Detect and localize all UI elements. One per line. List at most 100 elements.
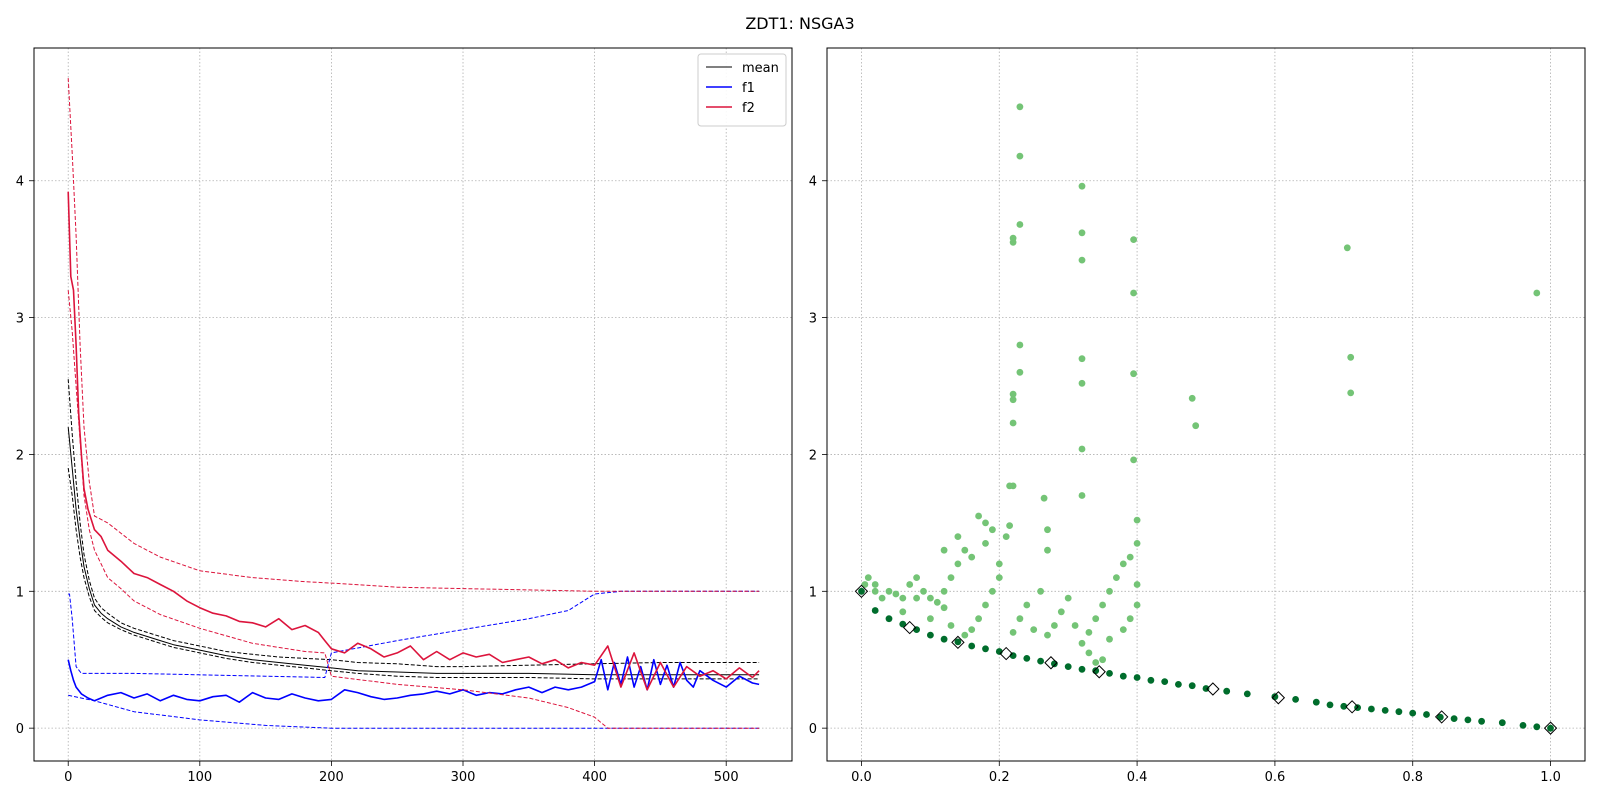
front-point bbox=[954, 638, 962, 646]
population-point bbox=[1106, 635, 1113, 643]
selected-point-marker bbox=[1434, 710, 1449, 724]
front-point bbox=[1078, 665, 1086, 673]
front-point bbox=[1271, 693, 1279, 701]
population-point bbox=[1078, 256, 1086, 264]
population-point bbox=[1113, 574, 1120, 581]
population-point bbox=[1343, 244, 1351, 252]
population-point bbox=[982, 601, 989, 609]
population-point bbox=[927, 594, 934, 602]
population-point bbox=[1188, 394, 1196, 402]
right-y-tick-label: 3 bbox=[809, 312, 817, 327]
front-point bbox=[1037, 657, 1044, 665]
right-x-tick-label: 0.0 bbox=[851, 770, 872, 785]
left-plot-area bbox=[67, 78, 760, 729]
population-point bbox=[1009, 234, 1017, 242]
population-point bbox=[940, 604, 948, 612]
series-line-mean-lower bbox=[67, 468, 760, 680]
population-point bbox=[861, 581, 869, 588]
population-point bbox=[1133, 601, 1141, 609]
right-x-tick-label: 0.2 bbox=[989, 770, 1010, 785]
legend-label-f1: f1 bbox=[742, 81, 755, 96]
population-point bbox=[1016, 221, 1024, 228]
population-point bbox=[1009, 396, 1017, 404]
left-x-tick-label: 300 bbox=[451, 770, 476, 785]
population-point bbox=[1119, 560, 1127, 568]
left-x-tick-label: 0 bbox=[64, 770, 72, 785]
front-point bbox=[1188, 682, 1196, 690]
selected-point-marker bbox=[1271, 691, 1286, 705]
front-point bbox=[1533, 723, 1541, 731]
front-point bbox=[1547, 724, 1554, 732]
front-point bbox=[940, 635, 948, 643]
front-point bbox=[1092, 667, 1100, 675]
series-line-mean-upper bbox=[67, 379, 760, 668]
population-point bbox=[1099, 656, 1106, 664]
population-point bbox=[1009, 390, 1017, 398]
population-point bbox=[1078, 229, 1086, 237]
front-point bbox=[871, 607, 879, 614]
front-point bbox=[1147, 676, 1155, 684]
population-point bbox=[1133, 516, 1141, 524]
population-point bbox=[1040, 494, 1048, 502]
left-axes-frame bbox=[33, 47, 793, 762]
selected-point-marker bbox=[1092, 665, 1106, 679]
front-point bbox=[1243, 690, 1251, 698]
population-point bbox=[968, 553, 976, 561]
population-point bbox=[1126, 553, 1134, 561]
population-point bbox=[1044, 526, 1051, 534]
population-point bbox=[913, 574, 920, 581]
population-point bbox=[1533, 289, 1541, 297]
series-line-f1 bbox=[67, 656, 760, 704]
population-point bbox=[1192, 422, 1200, 430]
legend: mean f1 f2 bbox=[697, 53, 787, 127]
population-point bbox=[1006, 522, 1013, 529]
front-point bbox=[1368, 705, 1375, 713]
front-point bbox=[1423, 711, 1430, 718]
front-point bbox=[1450, 715, 1458, 722]
front-point bbox=[1119, 672, 1127, 680]
population-point bbox=[1016, 615, 1024, 623]
population-point bbox=[1016, 103, 1024, 111]
population-point bbox=[1130, 456, 1137, 464]
population-point bbox=[1078, 379, 1086, 387]
selected-point-marker bbox=[1206, 682, 1220, 696]
population-point bbox=[1057, 608, 1065, 616]
right-x-tick-label: 0.4 bbox=[1127, 770, 1148, 785]
front-point bbox=[1133, 674, 1141, 681]
figure-title: ZDT1: NSGA3 bbox=[745, 14, 854, 33]
front-point bbox=[885, 615, 893, 623]
front-point bbox=[1161, 678, 1169, 685]
legend-label-f2: f2 bbox=[742, 101, 755, 116]
population-point bbox=[947, 622, 955, 629]
population-point bbox=[878, 594, 886, 602]
population-point bbox=[1119, 626, 1127, 633]
population-point bbox=[995, 560, 1003, 568]
series-line-f2-upper bbox=[67, 78, 760, 592]
left-x-tick-label: 100 bbox=[187, 770, 212, 785]
right-y-tick-label: 2 bbox=[809, 448, 817, 463]
left-y-tick-label: 2 bbox=[16, 448, 24, 463]
series-line-f1-upper bbox=[68, 590, 760, 678]
population-point bbox=[1078, 445, 1086, 453]
population-point bbox=[1051, 622, 1058, 629]
front-point bbox=[899, 620, 907, 628]
right-x-tick-label: 1.0 bbox=[1540, 770, 1561, 785]
left-y-tick-label: 1 bbox=[16, 585, 24, 600]
left-x-tick-label: 400 bbox=[582, 770, 607, 785]
population-point bbox=[1106, 587, 1113, 595]
population-point bbox=[1133, 581, 1141, 588]
population-point bbox=[954, 533, 962, 540]
left-x-tick-label: 200 bbox=[319, 770, 344, 785]
series-line-f2-lower bbox=[67, 290, 760, 729]
selected-point-marker bbox=[902, 620, 917, 635]
series-line-f2 bbox=[67, 191, 760, 691]
population-point bbox=[1092, 659, 1100, 666]
front-point bbox=[1223, 687, 1231, 695]
population-point bbox=[1030, 626, 1038, 633]
front-point bbox=[1292, 696, 1299, 703]
front-point bbox=[1312, 698, 1320, 706]
population-point bbox=[954, 560, 962, 568]
left-line-chart: 0 100 200 300 400 500 0 1 2 3 4 mean f1 f2 bbox=[16, 47, 793, 785]
population-point bbox=[1130, 289, 1137, 297]
selected-point-marker bbox=[1044, 656, 1058, 670]
